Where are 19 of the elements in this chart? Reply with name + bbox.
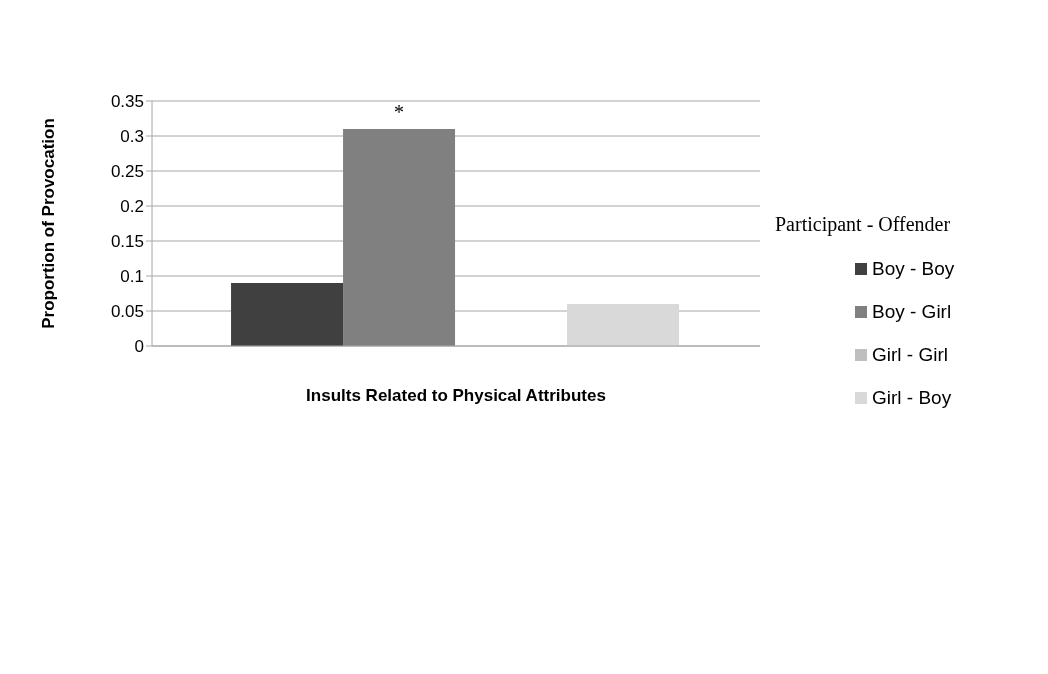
legend-title: Participant - Offender — [775, 213, 952, 236]
y-tick-label: 0 — [134, 337, 144, 357]
annotation: * — [394, 101, 405, 123]
y-axis-title: Proportion of Provocation — [39, 118, 59, 329]
bar — [231, 283, 344, 346]
bar — [567, 304, 680, 346]
legend-label: Girl - Boy — [872, 387, 952, 409]
x-axis-title: Insults Related to Physical Attributes — [306, 386, 606, 405]
legend-label: Girl - Girl — [872, 344, 948, 366]
bar — [343, 129, 456, 346]
y-tick-label: 0.35 — [110, 92, 144, 112]
y-tick-label: 0.05 — [110, 302, 144, 322]
y-tick-label: 0.15 — [110, 232, 144, 252]
y-tick-label: 0.3 — [120, 127, 144, 147]
y-tick-label: 0.1 — [120, 267, 144, 287]
y-tick-label: 0.2 — [120, 197, 144, 217]
y-tick-label: 0.25 — [110, 162, 144, 182]
legend-label: Boy - Girl — [872, 301, 952, 323]
legend-label: Boy - Boy — [872, 258, 955, 280]
